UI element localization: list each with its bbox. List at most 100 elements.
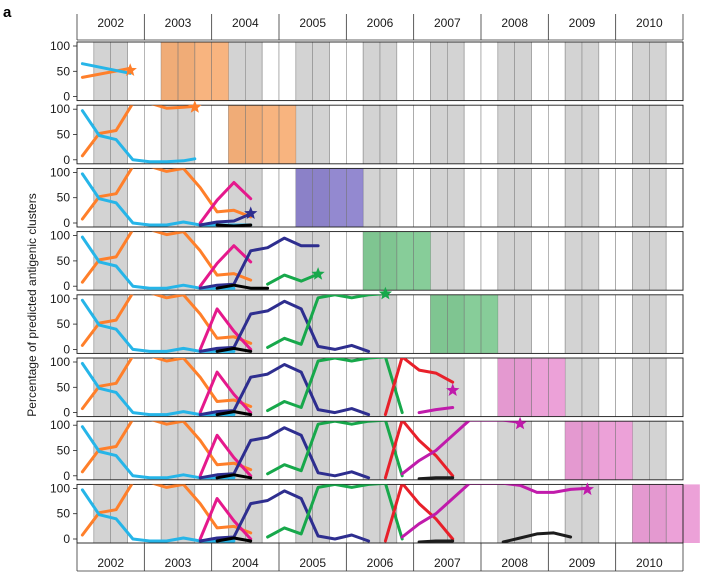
season-cell bbox=[564, 484, 583, 544]
season-cell bbox=[329, 294, 347, 354]
y-tick-label: 0 bbox=[63, 469, 70, 483]
star-marker bbox=[513, 416, 527, 430]
series-line-c5 bbox=[215, 346, 253, 353]
bottom-year-label: 2007 bbox=[434, 556, 461, 570]
season-cell bbox=[396, 104, 414, 165]
series-line-c5 bbox=[215, 410, 253, 417]
season-cell bbox=[598, 357, 616, 417]
season-cell bbox=[548, 231, 566, 291]
season-cell bbox=[362, 41, 381, 101]
star-marker bbox=[580, 482, 594, 496]
season-cell bbox=[548, 420, 566, 481]
season-cell bbox=[144, 41, 162, 101]
season-cell bbox=[160, 484, 179, 544]
season-cell bbox=[379, 41, 398, 101]
season-cell bbox=[548, 168, 566, 228]
season-cell bbox=[665, 104, 684, 165]
series-line-c1 bbox=[80, 421, 253, 474]
season-cell bbox=[649, 420, 667, 481]
season-cell bbox=[564, 104, 583, 165]
season-cell bbox=[497, 231, 515, 291]
series-group bbox=[80, 231, 320, 290]
top-year-label: 2009 bbox=[569, 16, 596, 30]
bottom-year-label: 2006 bbox=[367, 556, 394, 570]
y-tick-label: 50 bbox=[57, 191, 71, 205]
bottom-year-label: 2003 bbox=[165, 556, 192, 570]
season-cell bbox=[632, 231, 650, 291]
season-cell bbox=[211, 484, 229, 544]
season-cell bbox=[430, 41, 448, 101]
bottom-year-label: 2004 bbox=[232, 556, 259, 570]
season-cell bbox=[144, 104, 162, 165]
season-cell bbox=[480, 231, 499, 291]
season-cell bbox=[514, 104, 532, 165]
season-cell bbox=[564, 168, 583, 228]
season-cell bbox=[346, 231, 364, 291]
season-cell bbox=[413, 294, 431, 354]
series-line-c1 bbox=[80, 66, 132, 79]
series-line-c5 bbox=[215, 536, 253, 543]
season-cell bbox=[379, 104, 398, 165]
season-cell bbox=[93, 420, 111, 481]
series-line-c3 bbox=[198, 244, 253, 288]
bottom-year-label: 2002 bbox=[97, 556, 124, 570]
series-line-c3 bbox=[198, 433, 253, 478]
season-cell bbox=[228, 41, 246, 101]
season-cell bbox=[430, 231, 448, 291]
season-cell bbox=[497, 104, 515, 165]
season-cell bbox=[514, 484, 532, 544]
season-cell bbox=[480, 41, 499, 101]
season-cell bbox=[362, 294, 381, 354]
season-cell bbox=[261, 168, 280, 228]
season-cell bbox=[346, 104, 364, 165]
panel-5: 0 50 100 bbox=[50, 286, 684, 356]
series-line-c7 bbox=[383, 358, 455, 417]
top-year-axis: 2002 2003 2004 2005 2006 2007 2008 2009 2010 bbox=[76, 14, 684, 41]
panel-6: 0 50 100 bbox=[50, 355, 684, 420]
season-cell bbox=[160, 231, 179, 291]
season-cell bbox=[362, 168, 381, 228]
season-cell bbox=[615, 231, 633, 291]
season-cell bbox=[278, 41, 297, 101]
season-cell bbox=[497, 168, 515, 228]
season-cell bbox=[531, 168, 549, 228]
series-line-c8 bbox=[417, 406, 455, 415]
y-tick-label: 100 bbox=[50, 355, 70, 369]
season-cell bbox=[531, 231, 549, 291]
season-cell bbox=[632, 168, 650, 228]
series-line-c6 bbox=[266, 484, 404, 541]
season-cell bbox=[548, 294, 566, 354]
y-tick-label: 50 bbox=[57, 128, 71, 142]
top-year-label: 2005 bbox=[299, 16, 326, 30]
season-cell bbox=[396, 41, 414, 101]
season-cell bbox=[598, 484, 616, 544]
season-cell bbox=[632, 294, 650, 354]
series-line-c4 bbox=[198, 299, 371, 353]
season-cell bbox=[531, 294, 549, 354]
series-group bbox=[80, 484, 589, 543]
series-line-c1 bbox=[80, 168, 253, 221]
season-cell bbox=[514, 41, 532, 101]
season-cell bbox=[413, 484, 431, 544]
season-cell bbox=[93, 294, 111, 354]
season-cell bbox=[480, 104, 499, 165]
season-cell bbox=[362, 357, 381, 417]
season-cell bbox=[413, 104, 431, 165]
season-cell bbox=[295, 104, 313, 165]
series-line-c4 bbox=[198, 363, 371, 417]
y-tick-label: 100 bbox=[50, 418, 70, 432]
season-cell bbox=[379, 294, 398, 354]
season-cell bbox=[413, 41, 431, 101]
season-cell bbox=[160, 104, 179, 165]
season-cell bbox=[531, 420, 549, 481]
season-cell bbox=[615, 168, 633, 228]
series-line-c4 bbox=[198, 212, 253, 227]
season-cell bbox=[514, 231, 532, 291]
panel-1: 0 50 100 bbox=[50, 39, 684, 104]
bottom-year-label: 2008 bbox=[501, 556, 528, 570]
season-cell bbox=[312, 41, 330, 101]
y-tick-label: 50 bbox=[57, 254, 71, 268]
season-cell bbox=[564, 231, 583, 291]
y-tick-label: 50 bbox=[57, 444, 71, 458]
